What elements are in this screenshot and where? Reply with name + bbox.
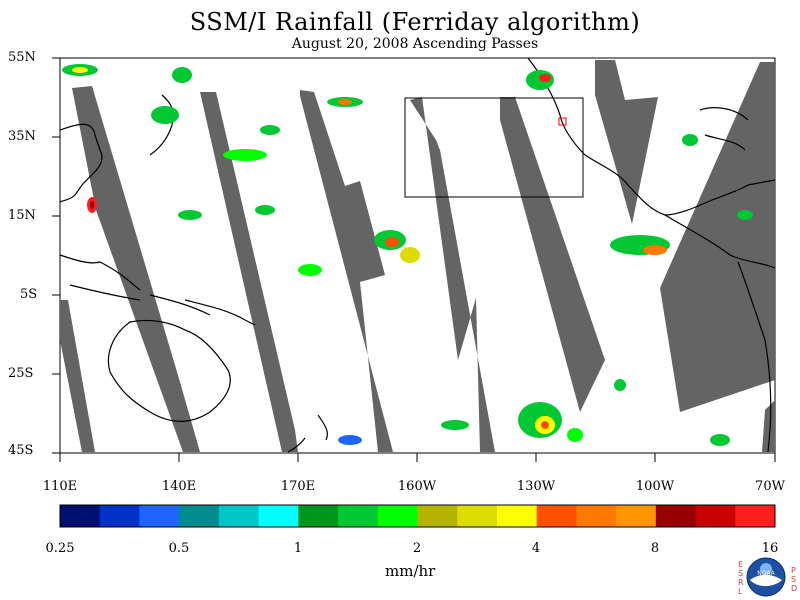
svg-text:NOAA: NOAA xyxy=(757,570,775,577)
rain-patch xyxy=(172,67,192,83)
focus-region-box xyxy=(404,97,584,198)
coastline-newzealand xyxy=(287,414,329,453)
lat-label-35n: 35N xyxy=(8,129,36,144)
lon-label-110e: 110E xyxy=(42,479,78,494)
map-title: SSM/I Rainfall (Ferriday algorithm) xyxy=(189,8,641,36)
colorbar-label: 16 xyxy=(761,541,779,556)
rain-patch xyxy=(614,379,626,391)
lon-label-140e: 140E xyxy=(161,479,197,494)
swath xyxy=(660,62,775,412)
swath xyxy=(200,92,298,452)
colorbar-frame xyxy=(59,504,776,528)
rain-patch xyxy=(223,149,267,161)
colorbar-swatch xyxy=(218,505,260,527)
colorbar-label: 4 xyxy=(531,541,541,556)
colorbar-swatch xyxy=(417,505,458,527)
small-marker-box xyxy=(558,117,567,126)
colorbar-label: 0.5 xyxy=(168,541,190,556)
colorbar-swatch xyxy=(735,505,776,527)
rain-patch xyxy=(255,205,275,215)
swath xyxy=(72,86,200,452)
colorbar-swatch xyxy=(457,505,498,527)
coastline-indonesia xyxy=(69,284,211,316)
rain-patch xyxy=(567,428,583,442)
lon-label-170e: 170E xyxy=(280,479,316,494)
rain-patch xyxy=(710,434,730,446)
colorbar-unit-label: mm/hr xyxy=(385,562,436,580)
coastline-north-america xyxy=(527,57,776,216)
swath xyxy=(60,300,95,452)
lat-label-15n: 15N xyxy=(8,208,36,223)
lat-label-45s: 45S xyxy=(8,443,34,458)
rain-patch xyxy=(338,99,352,105)
esrl-letters: E S R L xyxy=(738,560,744,596)
lat-label-5s: 5S xyxy=(20,287,38,302)
colorbar-label: 1 xyxy=(293,541,303,556)
rain-patch xyxy=(737,210,753,220)
noaa-logo: NOAA xyxy=(746,557,786,597)
rain-patch xyxy=(682,134,698,146)
swath xyxy=(595,60,658,224)
coastline-australia xyxy=(107,319,231,422)
colorbar-swatch xyxy=(99,505,140,527)
rain-patch xyxy=(151,106,179,124)
colorbar-swatch xyxy=(179,505,220,527)
rain-patch xyxy=(260,125,280,135)
colorbar-swatch xyxy=(496,505,538,527)
tick-marks xyxy=(52,57,776,462)
colorbar-swatch xyxy=(298,505,339,527)
map-subtitle: August 20, 2008 Ascending Passes xyxy=(291,36,539,52)
colorbar-swatch xyxy=(60,505,101,527)
swath xyxy=(500,97,605,412)
colorbar-label: 8 xyxy=(650,541,660,556)
lon-label-130w: 130W xyxy=(516,479,556,494)
coastline-japan xyxy=(149,94,174,156)
coastline-south-america xyxy=(737,261,772,453)
lon-label-160w: 160W xyxy=(397,479,437,494)
colorbar-swatch xyxy=(377,505,418,527)
rain-patch xyxy=(539,74,551,82)
colorbar-label: 2 xyxy=(412,541,422,556)
swath-group xyxy=(60,60,775,452)
rain-patch xyxy=(541,421,549,429)
rain-patch xyxy=(90,201,94,209)
lat-label-25s: 25S xyxy=(8,366,34,381)
colorbar-swatch xyxy=(536,505,577,527)
rain-patch xyxy=(338,435,362,445)
colorbar-swatch xyxy=(576,505,617,527)
coastline-great-lakes xyxy=(699,107,749,151)
colorbar-swatch xyxy=(258,505,299,527)
lat-label-55n: 55N xyxy=(8,50,36,65)
swath xyxy=(410,97,495,452)
colorbar-swatch xyxy=(139,505,180,527)
coastline-asia xyxy=(59,123,103,203)
rain-patch xyxy=(441,420,469,430)
rain-patch xyxy=(298,264,322,276)
swath xyxy=(300,90,393,452)
rain-patch xyxy=(72,67,88,73)
rain-patch xyxy=(643,245,667,255)
coastlines xyxy=(59,57,776,453)
coastline-newguinea xyxy=(184,299,256,326)
coastline-se-asia xyxy=(59,254,141,291)
psd-letters: P S D xyxy=(791,566,798,593)
swath xyxy=(762,400,775,452)
rain-patch xyxy=(385,237,399,247)
colorbar-swatch xyxy=(338,505,379,527)
colorbar xyxy=(60,505,776,527)
coastline-central-america xyxy=(664,214,776,269)
colorbar-label: 0.25 xyxy=(45,541,75,556)
rain-patch xyxy=(400,247,420,263)
colorbar-swatch xyxy=(695,505,736,527)
colorbar-swatch xyxy=(616,505,657,527)
lon-label-70w: 70W xyxy=(755,479,785,494)
rain-patch xyxy=(178,210,202,220)
lon-label-100w: 100W xyxy=(635,479,675,494)
colorbar-swatch xyxy=(655,505,697,527)
rain-patches xyxy=(62,64,753,446)
